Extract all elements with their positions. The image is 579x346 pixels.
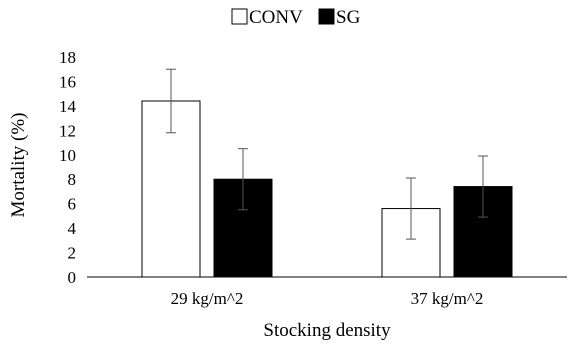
legend: CONV SG (231, 7, 361, 28)
y-tick-label: 18 (59, 48, 76, 67)
error-bar-conv-0 (166, 68, 176, 134)
x-axis-title: Stocking density (263, 320, 391, 341)
error-bar-sg-1 (478, 155, 488, 218)
error-bars (166, 68, 488, 240)
legend-swatch-conv (231, 8, 248, 25)
legend-swatch-sg (318, 8, 335, 25)
y-axis-ticks: 0 2 4 6 8 10 12 14 16 18 (59, 48, 77, 287)
x-tick-label: 29 kg/m^2 (171, 289, 244, 308)
y-tick-label: 14 (59, 97, 77, 116)
x-axis-ticks: 29 kg/m^2 37 kg/m^2 (171, 289, 484, 308)
y-tick-label: 4 (68, 219, 77, 238)
y-tick-label: 2 (68, 244, 77, 263)
y-tick-label: 6 (68, 195, 77, 214)
legend-label-conv: CONV (249, 7, 303, 28)
y-tick-label: 0 (68, 268, 77, 287)
legend-label-sg: SG (336, 7, 361, 28)
y-tick-label: 16 (59, 72, 76, 91)
y-tick-label: 8 (68, 170, 77, 189)
bars (141, 100, 513, 278)
error-bar-conv-1 (406, 177, 416, 240)
y-tick-label: 12 (59, 121, 76, 140)
y-tick-label: 10 (59, 146, 76, 165)
x-tick-label: 37 kg/m^2 (411, 289, 484, 308)
error-bar-sg-0 (238, 148, 248, 211)
y-axis-title: Mortality (%) (8, 112, 29, 217)
